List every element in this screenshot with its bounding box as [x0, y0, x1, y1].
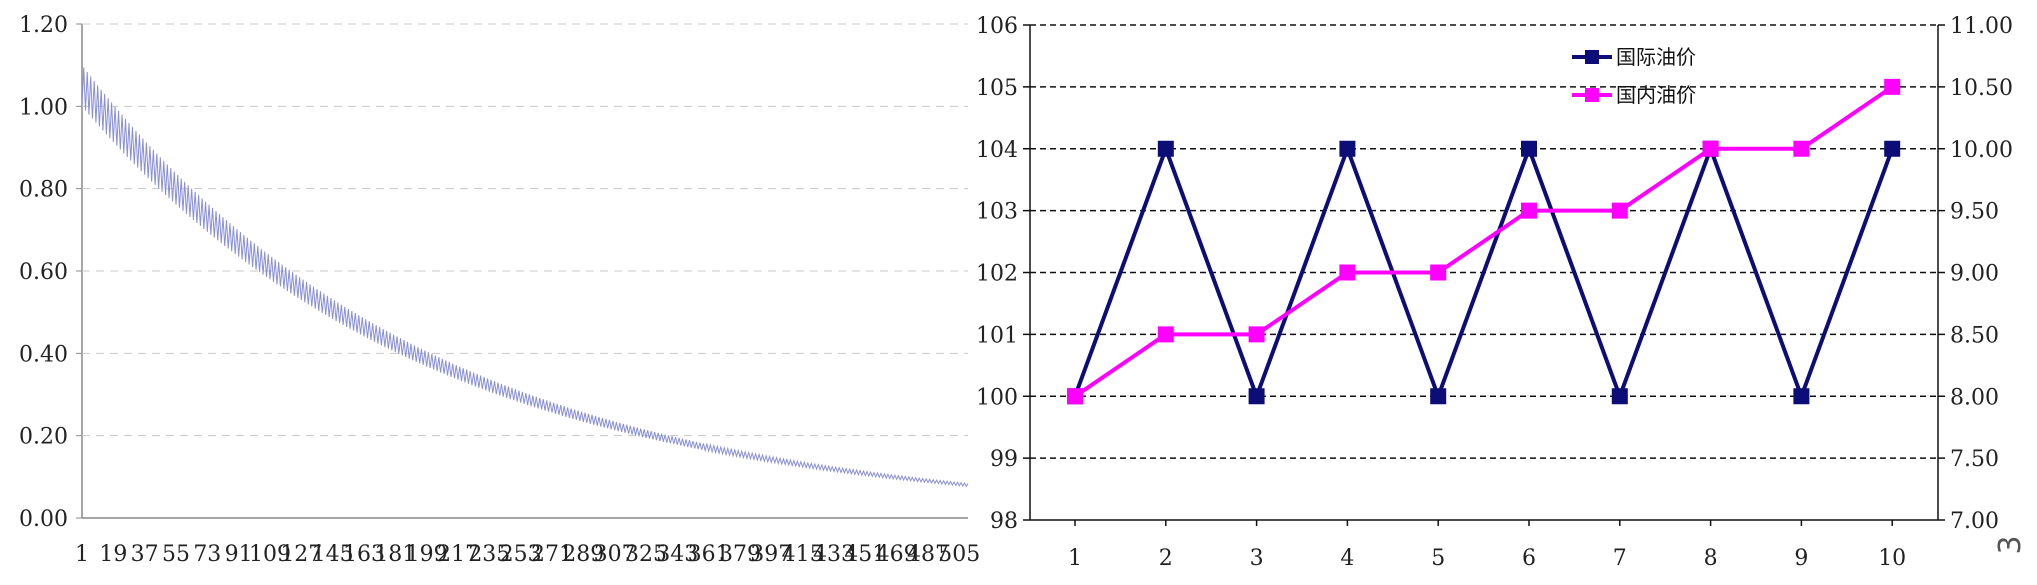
- x-tick-label: 10: [1878, 546, 1906, 571]
- x-tick-label: 7: [1613, 546, 1627, 571]
- y-left-tick-label: 99: [990, 447, 1018, 472]
- y-tick-label: 1.20: [19, 13, 68, 38]
- x-tick-label: 451: [844, 542, 886, 567]
- x-tick-label: 55: [162, 542, 190, 567]
- x-tick-label: 109: [249, 542, 291, 567]
- y-right-tick-label: 7.00: [1950, 509, 1999, 534]
- y-right-tick-label: 10.50: [1950, 76, 2013, 101]
- x-tick-label: 8: [1704, 546, 1718, 571]
- series-line: [1073, 85, 1894, 398]
- series-line: [81, 67, 969, 488]
- legend-label: 国际油价: [1616, 45, 1696, 69]
- data-point: [1611, 202, 1628, 219]
- x-tick-label: 199: [406, 542, 448, 567]
- x-tick-label: 487: [907, 542, 949, 567]
- x-tick-label: 91: [225, 542, 253, 567]
- y-left-tick-label: 103: [976, 200, 1018, 225]
- x-tick-label: 505: [938, 542, 980, 567]
- x-tick-label: 361: [688, 542, 730, 567]
- data-point: [1611, 388, 1628, 405]
- legend-marker: [1585, 88, 1599, 102]
- x-tick-label: 1: [75, 542, 89, 567]
- oil-price-chart: 98991001011021031041051067.007.508.008.5…: [976, 14, 2013, 571]
- y-tick-label: 0.20: [19, 425, 68, 450]
- y-left-tick-label: 104: [976, 138, 1018, 163]
- y-tick-label: 0.00: [19, 507, 68, 532]
- y-tick-label: 0.60: [19, 260, 68, 285]
- y-left-tick-label: 106: [976, 14, 1018, 39]
- decay-chart: 0.000.200.400.600.801.001.201 19 37 55 73 911…: [19, 13, 980, 567]
- x-tick-label: 163: [343, 542, 385, 567]
- x-tick-label: 415: [782, 542, 824, 567]
- y-left-tick-label: 100: [976, 385, 1018, 410]
- y-left-tick-label: 101: [976, 323, 1018, 348]
- data-point: [1067, 388, 1083, 405]
- y-tick-label: 0.80: [19, 178, 68, 203]
- x-tick-label: 271: [531, 542, 573, 567]
- legend-marker: [1585, 50, 1599, 64]
- data-point: [1430, 388, 1447, 405]
- data-point: [1521, 140, 1537, 157]
- x-tick-label: 6: [1522, 546, 1536, 571]
- y-left-tick-label: 105: [976, 76, 1018, 101]
- x-tick-label: 3: [1250, 546, 1264, 571]
- x-tick-label: 5: [1431, 546, 1445, 571]
- series-line: [1073, 142, 1895, 403]
- x-tick-label: 469: [876, 542, 918, 567]
- x-tick-label: 145: [312, 542, 354, 567]
- x-tick-label: 235: [468, 542, 510, 567]
- y-tick-label: 1.00: [19, 95, 68, 120]
- x-tick-label: 379: [719, 542, 761, 567]
- data-point: [1248, 388, 1265, 405]
- x-tick-label: 307: [594, 542, 636, 567]
- y-right-tick-label: 9.50: [1950, 200, 1999, 225]
- y-left-tick-label: 102: [976, 262, 1018, 287]
- x-tick-label: 73: [193, 542, 221, 567]
- y-right-tick-label: 7.50: [1950, 447, 1999, 472]
- y-right-tick-label: 11.00: [1950, 14, 2013, 39]
- x-tick-label: 37: [131, 542, 159, 567]
- x-tick-label: 9: [1794, 546, 1808, 571]
- y-right-tick-label: 8.50: [1950, 323, 1999, 348]
- data-point: [1157, 140, 1174, 157]
- y-left-tick-label: 98: [990, 509, 1018, 534]
- data-point: [1430, 264, 1447, 281]
- data-point: [1793, 140, 1810, 157]
- x-tick-label: 127: [280, 542, 322, 567]
- x-tick-label: 325: [625, 542, 667, 567]
- x-tick-label: 433: [813, 542, 855, 567]
- x-tick-label: 217: [437, 542, 479, 567]
- x-tick-label: 289: [562, 542, 604, 567]
- page-number: 3: [1993, 535, 2028, 554]
- x-tick-label: 343: [656, 542, 698, 567]
- x-tick-label: 1: [1068, 546, 1082, 571]
- y-right-tick-label: 10.00: [1950, 138, 2013, 163]
- data-point: [1339, 140, 1356, 157]
- data-point: [1157, 326, 1174, 343]
- x-tick-label: 181: [374, 542, 416, 567]
- x-tick-label: 253: [500, 542, 542, 567]
- y-right-tick-label: 8.00: [1950, 385, 1999, 410]
- x-tick-label: 4: [1340, 546, 1354, 571]
- data-point: [1339, 264, 1356, 281]
- y-right-tick-label: 9.00: [1950, 262, 1999, 287]
- legend-label: 国内油价: [1616, 83, 1696, 107]
- data-point: [1521, 202, 1537, 219]
- data-point: [1248, 326, 1265, 343]
- x-tick-label: 19: [99, 542, 127, 567]
- x-tick-label: 2: [1159, 546, 1173, 571]
- data-point: [1884, 78, 1901, 95]
- x-tick-label: 397: [750, 542, 792, 567]
- data-point: [1793, 388, 1810, 405]
- data-point: [1702, 140, 1719, 157]
- y-tick-label: 0.40: [19, 342, 68, 367]
- data-point: [1884, 140, 1901, 157]
